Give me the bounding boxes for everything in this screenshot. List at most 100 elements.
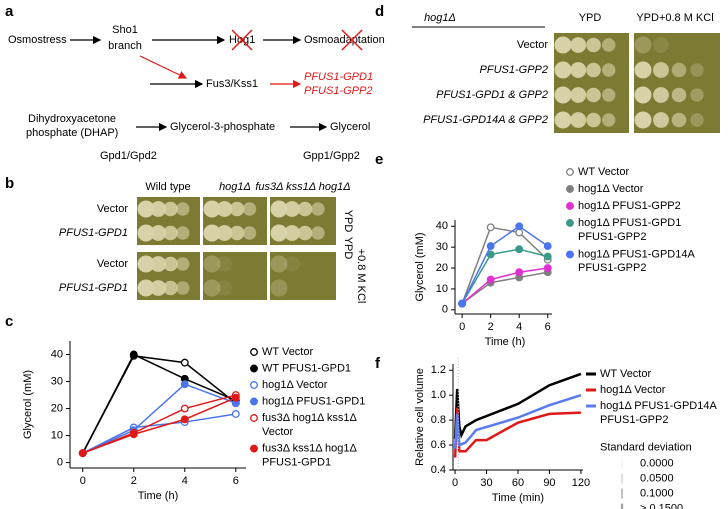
colony-spot [203, 279, 221, 297]
pathway-diagram: Osmostress Sho1 branch Hog1 Osmoadaptati… [8, 24, 385, 162]
series-line [82, 353, 237, 454]
data-point [180, 404, 189, 413]
colony-spot [216, 256, 233, 272]
series-line [461, 225, 549, 304]
colony-spot [242, 226, 257, 240]
colony-spot [671, 87, 687, 103]
data-point [486, 250, 495, 259]
x-tick-label: 90 [543, 477, 555, 489]
data-point [231, 393, 240, 402]
colony-spot [671, 112, 687, 128]
arrow [139, 55, 188, 79]
colony-spot [216, 225, 233, 241]
y-tick-label: 40 [51, 348, 63, 360]
colony-spot [229, 225, 245, 241]
series-line [461, 267, 548, 305]
y-tick-label: 20 [436, 262, 448, 274]
y-tick-label: 0.8 [431, 414, 446, 426]
legend-entry: hog1Δ PFUS1-GPD1 [262, 395, 365, 407]
colony-spot [137, 200, 155, 218]
data-point [231, 410, 240, 418]
cross [341, 29, 363, 51]
panel-label: e [375, 151, 383, 168]
colony-spot [284, 201, 300, 217]
data-point [543, 264, 552, 272]
legend-entry: WT Vector [600, 368, 651, 380]
data-point [515, 222, 524, 231]
legend-entry: fus3Δ kss1Δ hog1Δ PFUS1-GPD1 [262, 442, 357, 468]
colony-spot [602, 88, 616, 102]
x-tick-label: 0 [80, 475, 86, 487]
x-axis-label: Time (h) [485, 336, 526, 348]
y-tick-label: 1.2 [431, 364, 446, 376]
x-tick-label: 4 [516, 321, 522, 333]
colony-spot [602, 38, 616, 52]
colony-spot [634, 36, 652, 54]
sd-level: 0.0000 [640, 458, 674, 470]
colony-spot [586, 87, 601, 103]
series-line [82, 383, 237, 454]
x-tick-label: 6 [233, 475, 239, 487]
x-tick-label: 2 [488, 321, 494, 333]
colony-spot [554, 86, 572, 104]
colony-spot [216, 280, 233, 296]
series-line [82, 397, 237, 454]
series-line [461, 248, 548, 304]
colony-spot [586, 37, 601, 53]
data-point [129, 350, 138, 359]
row-label: Vector [97, 203, 129, 215]
row-label: PFUS1-GPD1 [59, 227, 128, 239]
y-tick-label: 10 [436, 283, 448, 295]
legend-swatch [250, 414, 258, 422]
sd-level: > 0.1500 [640, 503, 683, 509]
y-axis-label: Glycerol (mM) [414, 232, 426, 301]
colony-spot [203, 200, 221, 218]
data-point [458, 299, 467, 308]
colony-spot [203, 255, 221, 273]
x-axis-label: Time (h) [138, 490, 179, 502]
colony-spot [570, 112, 587, 128]
colony-spot [176, 226, 190, 240]
colony-spot [163, 201, 178, 217]
x-tick-label: 0 [452, 477, 458, 489]
data-point [486, 223, 495, 232]
colony-spot [176, 281, 190, 295]
legend-entry: WT Vector [262, 346, 313, 358]
legend-swatch [566, 250, 574, 259]
cross [231, 29, 253, 51]
colony-spot [284, 225, 300, 241]
colony-spot [586, 112, 601, 128]
node: PFUS1-GPD1 [304, 71, 373, 83]
legend-swatch [566, 219, 574, 227]
node: Sho1 [112, 24, 138, 36]
y-tick-label: 0.4 [431, 464, 446, 476]
y-axis-label: Relative cell volume [414, 368, 426, 466]
data-point [180, 380, 189, 389]
column-header: hog1Δ [219, 181, 251, 193]
colony-spot [554, 36, 572, 54]
colony-spot [297, 225, 313, 241]
colony-spot [150, 256, 167, 272]
x-tick-label: 6 [545, 321, 551, 333]
colony-spot [554, 61, 572, 79]
colony-spot [137, 224, 155, 242]
node: branch [108, 40, 142, 52]
legend-swatch [250, 397, 258, 406]
sd-level: 0.1000 [640, 488, 674, 500]
y-tick-label: 0 [57, 457, 63, 469]
legend-entry: hog1Δ PFUS1-GPD14A PFUS1-GPP2 [600, 400, 717, 426]
series-line [453, 372, 582, 439]
series-line [82, 413, 236, 454]
colony-spot [137, 255, 155, 273]
y-tick-label: 0.6 [431, 439, 446, 451]
plate [270, 252, 336, 300]
y-axis-label: Glycerol (mM) [22, 370, 34, 439]
legend-swatch [566, 168, 574, 176]
panel-label: c [5, 313, 13, 330]
colony-spot [653, 87, 669, 103]
data-point [515, 268, 524, 277]
series-line [453, 393, 582, 449]
x-tick-label: 2 [131, 475, 137, 487]
panel-label: d [375, 3, 384, 20]
sd-legend-title: Standard deviation [600, 442, 692, 454]
